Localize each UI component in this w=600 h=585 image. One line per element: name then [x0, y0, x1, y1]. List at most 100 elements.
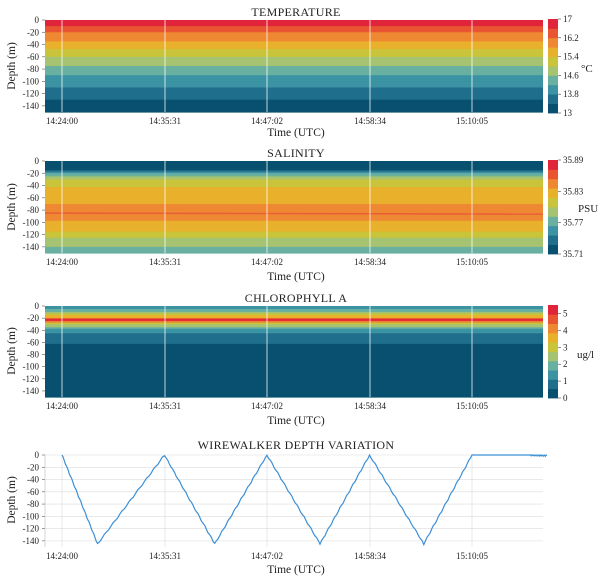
heatmap-band	[45, 377, 543, 380]
colorbar-segment	[548, 188, 558, 198]
heatmap-band	[45, 92, 543, 95]
heatmap-band	[45, 322, 543, 325]
heatmap-band	[45, 62, 543, 66]
heatmap-band	[45, 225, 543, 228]
heatmap-band	[45, 349, 543, 353]
colorbar-segment	[548, 342, 558, 352]
heatmap-band	[45, 231, 543, 234]
heatmap-band	[45, 85, 543, 89]
x-tick-label: 14:35:31	[149, 116, 181, 126]
temperature-panel: TEMPERATURE 0 -20 -40 -60 -80 -100 -120 -140 14:…	[6, 5, 593, 139]
x-tick-label: 14:35:31	[149, 401, 181, 411]
x-tick-label: 15:10:05	[456, 401, 489, 411]
heatmap-band	[45, 78, 543, 81]
heatmap-band	[45, 251, 543, 254]
heatmap-band	[45, 242, 543, 245]
heatmap-band	[45, 39, 543, 43]
heatmap-band	[45, 354, 543, 357]
heatmap-band	[45, 164, 543, 167]
colorbar-segment	[548, 323, 558, 334]
x-tick-label: 15:10:05	[456, 257, 489, 267]
y-tick-label: -140	[23, 101, 40, 111]
colorbar-tick-label: 3	[563, 342, 568, 352]
heatmap-band	[45, 32, 543, 35]
heatmap-band	[45, 29, 543, 32]
x-tick-label: 14:58:34	[354, 401, 387, 411]
colorbar-tick-label: 35.71	[563, 249, 583, 259]
heatmap-band	[45, 346, 543, 350]
colorbar-segment	[548, 207, 558, 217]
x-tick-label: 14:58:34	[354, 551, 387, 561]
y-tick-label: -60	[27, 52, 39, 62]
chlorophyll-ylabel: Depth (m)	[6, 327, 18, 375]
heatmap-band	[45, 56, 543, 59]
y-tick-label: -100	[23, 362, 40, 372]
y-tick-label: -20	[27, 168, 39, 178]
heatmap-band	[45, 246, 543, 249]
temperature-xlabel: Time (UTC)	[267, 127, 325, 139]
heatmap-band	[45, 33, 543, 36]
heatmap-band	[45, 43, 543, 46]
heatmap-band	[45, 107, 543, 110]
heatmap-band	[45, 374, 543, 377]
heatmap-band	[45, 207, 543, 210]
heatmap-band	[45, 343, 543, 347]
heatmap-band	[45, 205, 543, 208]
heatmap-band	[45, 334, 543, 337]
heatmap-band	[45, 210, 543, 213]
heatmap-band	[45, 359, 543, 362]
y-tick-label: -80	[27, 499, 39, 509]
heatmap-band	[45, 49, 543, 52]
heatmap-band	[45, 387, 543, 391]
heatmap-band	[45, 87, 543, 90]
colorbar-tick-label: 2	[563, 359, 568, 369]
heatmap-band	[45, 313, 543, 316]
heatmap-band	[45, 328, 543, 331]
heatmap-band	[45, 208, 543, 211]
salinity-max-streak	[44, 212, 544, 215]
heatmap-band	[45, 371, 543, 374]
heatmap-band	[45, 98, 543, 101]
heatmap-band	[45, 72, 543, 75]
colorbar-segment	[548, 169, 558, 180]
heatmap-band	[45, 330, 543, 333]
x-tick-label: 14:35:31	[149, 551, 181, 561]
x-tick-label: 14:24:00	[46, 116, 79, 126]
heatmap-band	[45, 105, 543, 108]
heatmap-band	[45, 191, 543, 194]
x-tick-label: 14:24:00	[46, 257, 79, 267]
heatmap-band	[45, 21, 543, 24]
heatmap-band	[45, 356, 543, 359]
heatmap-band	[45, 309, 543, 312]
heatmap-band	[45, 245, 543, 248]
heatmap-band	[45, 310, 543, 313]
x-tick-label: 14:47:02	[251, 116, 283, 126]
y-tick-label: -60	[27, 487, 39, 497]
colorbar-tick-label: 0	[563, 393, 568, 403]
colorbar-tick-label: 14.6	[563, 70, 579, 80]
temperature-heatmap: 0 -20 -40 -60 -80 -100 -120 -140 14:24:00 14:35:3…	[23, 14, 580, 126]
colorbar-segment	[548, 388, 558, 399]
colorbar-segment	[548, 305, 558, 315]
heatmap-band	[45, 101, 543, 104]
heatmap-band	[45, 390, 543, 394]
colorbar-segment	[548, 197, 558, 208]
wirewalker-title: WIREWALKER DEPTH VARIATION	[198, 438, 395, 452]
heatmap-band	[45, 76, 543, 79]
colorbar-tick-label: 5	[563, 308, 568, 318]
heatmap-band	[45, 177, 543, 180]
temperature-ylabel: Depth (m)	[6, 42, 18, 90]
heatmap-band	[45, 365, 543, 368]
heatmap-band	[45, 217, 543, 220]
heatmap-band	[45, 179, 543, 182]
y-tick-label: -20	[27, 27, 39, 37]
y-tick-label: -40	[27, 40, 39, 50]
heatmap-band	[45, 55, 543, 58]
heatmap-band	[45, 378, 543, 381]
heatmap-band	[45, 162, 543, 165]
heatmap-band	[45, 248, 543, 251]
x-tick-label: 15:10:05	[456, 551, 489, 561]
heatmap-band	[45, 222, 543, 225]
y-tick-label: -60	[27, 337, 39, 347]
heatmap-band	[45, 372, 543, 375]
